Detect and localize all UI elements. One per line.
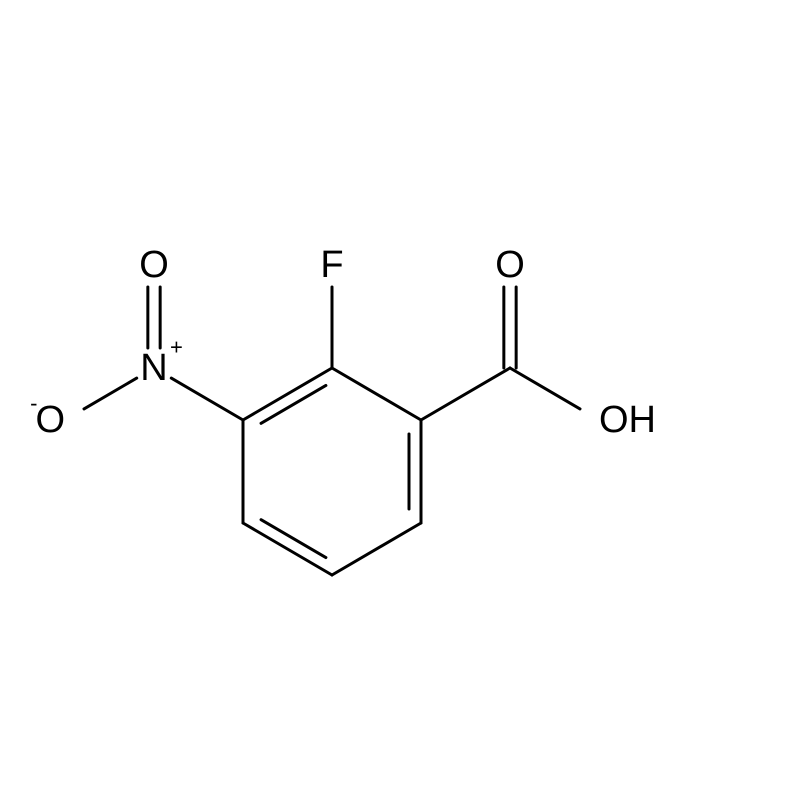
molecule-svg: FOOHN+OO-	[0, 0, 800, 800]
atom-label-O4: O	[35, 399, 65, 441]
atom-label-O3: O	[139, 244, 169, 286]
atom-charge-N: +	[170, 335, 183, 360]
atom-label-N: N	[140, 347, 167, 389]
atom-charge-O4: -	[30, 391, 37, 416]
atom-label-O1: O	[495, 244, 525, 286]
molecule-canvas: FOOHN+OO-	[0, 0, 800, 800]
atom-label-F: F	[320, 244, 343, 286]
atom-label-O2: OH	[599, 399, 656, 441]
